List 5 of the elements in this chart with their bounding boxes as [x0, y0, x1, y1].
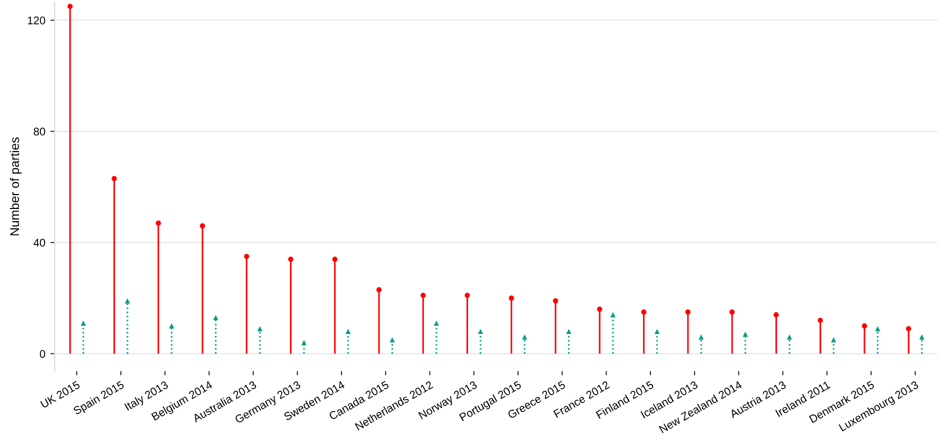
y-tick-label: 80 — [34, 128, 46, 136]
y-tick-label: 40 — [34, 238, 46, 247]
y-tick-label: 120 — [28, 16, 46, 24]
y-axis-title: Number of parties — [10, 137, 22, 236]
y-tick-label: 0 — [40, 350, 46, 358]
